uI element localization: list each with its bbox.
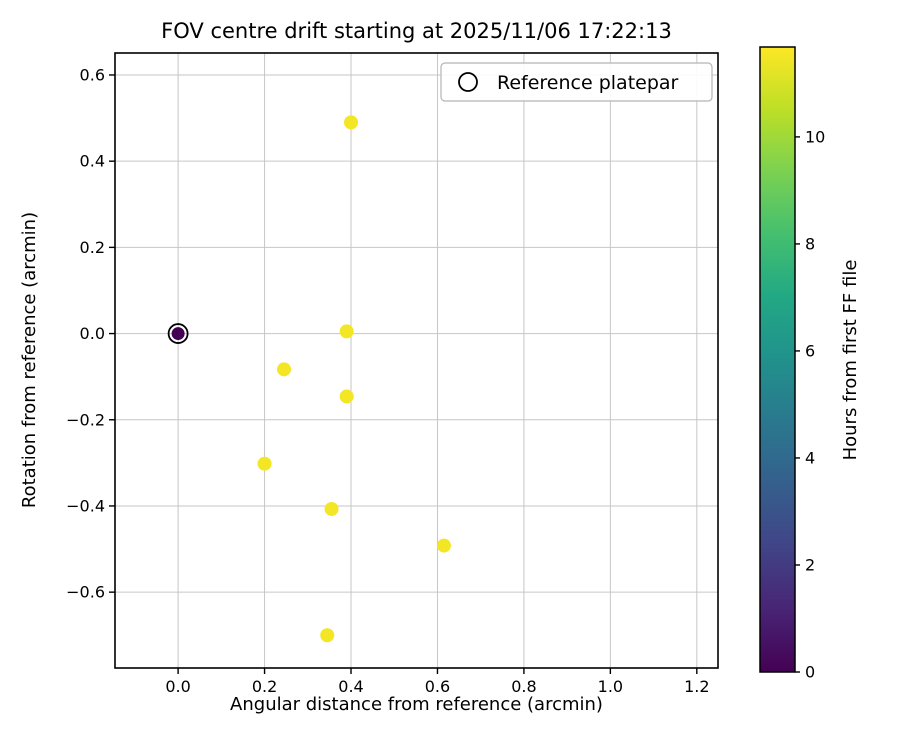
y-tick-label: 0.6 [80, 65, 105, 84]
y-tick-label: 0.2 [80, 238, 105, 257]
x-tick-label: 0.6 [425, 677, 450, 696]
colorbar-tick-label: 4 [805, 448, 815, 467]
y-tick-label: 0.0 [80, 324, 105, 343]
x-tick-label: 0.2 [252, 677, 277, 696]
x-tick-label: 0.0 [165, 677, 190, 696]
colorbar-tick-label: 6 [805, 341, 815, 360]
x-tick-label: 1.0 [598, 677, 623, 696]
y-tick-label: −0.4 [66, 496, 105, 515]
colorbar-tick-label: 10 [805, 127, 825, 146]
data-point [436, 538, 451, 553]
data-point [277, 362, 292, 377]
y-tick-label: 0.4 [80, 152, 105, 171]
colorbar-tick-label: 2 [805, 555, 815, 574]
data-point [339, 324, 354, 339]
colorbar-tick-label: 8 [805, 234, 815, 253]
data-point [339, 389, 354, 404]
x-tick-label: 0.8 [511, 677, 536, 696]
legend-label: Reference platepar [497, 72, 679, 94]
legend-marker-icon [458, 72, 478, 92]
y-tick-label: −0.6 [66, 583, 105, 602]
data-point [257, 456, 272, 471]
x-tick-label: 1.2 [684, 677, 709, 696]
legend-box [440, 62, 713, 102]
plot-frame [114, 52, 719, 669]
data-point [320, 628, 335, 643]
chart-title: FOV centre drift starting at 2025/11/06 … [161, 19, 672, 43]
colorbar-tick-label: 0 [805, 663, 815, 682]
x-axis-label: Angular distance from reference (arcmin) [230, 694, 603, 715]
data-point [344, 115, 359, 130]
reference-point [171, 327, 185, 341]
colorbar-gradient [760, 47, 795, 672]
data-point [324, 501, 339, 516]
x-tick-label: 0.4 [338, 677, 363, 696]
reference-point-ring [167, 323, 189, 344]
y-tick-label: −0.2 [66, 410, 105, 429]
colorbar-frame [759, 46, 796, 673]
